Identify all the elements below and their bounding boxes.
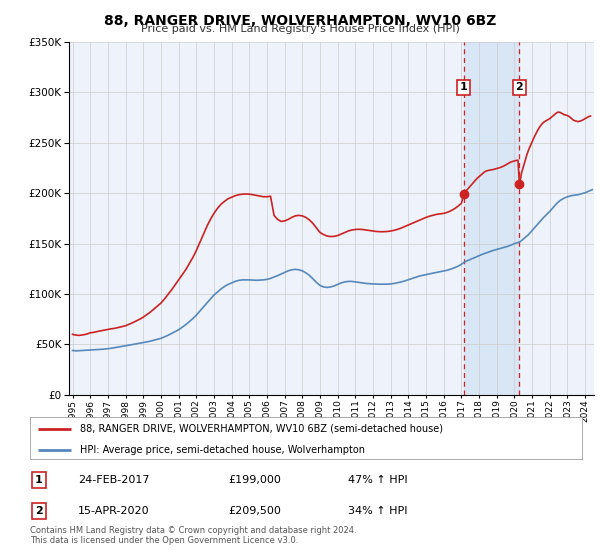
Text: £199,000: £199,000 [228,475,281,485]
Text: 47% ↑ HPI: 47% ↑ HPI [348,475,407,485]
Text: £209,500: £209,500 [228,506,281,516]
Text: 34% ↑ HPI: 34% ↑ HPI [348,506,407,516]
Text: This data is licensed under the Open Government Licence v3.0.: This data is licensed under the Open Gov… [30,536,298,545]
Text: Price paid vs. HM Land Registry's House Price Index (HPI): Price paid vs. HM Land Registry's House … [140,24,460,34]
Text: 1: 1 [35,475,43,485]
Text: 15-APR-2020: 15-APR-2020 [78,506,149,516]
Text: HPI: Average price, semi-detached house, Wolverhampton: HPI: Average price, semi-detached house,… [80,445,365,455]
Text: 1: 1 [460,82,467,92]
Text: 2: 2 [515,82,523,92]
Text: 88, RANGER DRIVE, WOLVERHAMPTON, WV10 6BZ: 88, RANGER DRIVE, WOLVERHAMPTON, WV10 6B… [104,14,496,28]
Text: Contains HM Land Registry data © Crown copyright and database right 2024.: Contains HM Land Registry data © Crown c… [30,526,356,535]
Text: 88, RANGER DRIVE, WOLVERHAMPTON, WV10 6BZ (semi-detached house): 88, RANGER DRIVE, WOLVERHAMPTON, WV10 6B… [80,424,443,434]
Bar [464,42,520,395]
Text: 24-FEB-2017: 24-FEB-2017 [78,475,149,485]
Text: 2: 2 [35,506,43,516]
